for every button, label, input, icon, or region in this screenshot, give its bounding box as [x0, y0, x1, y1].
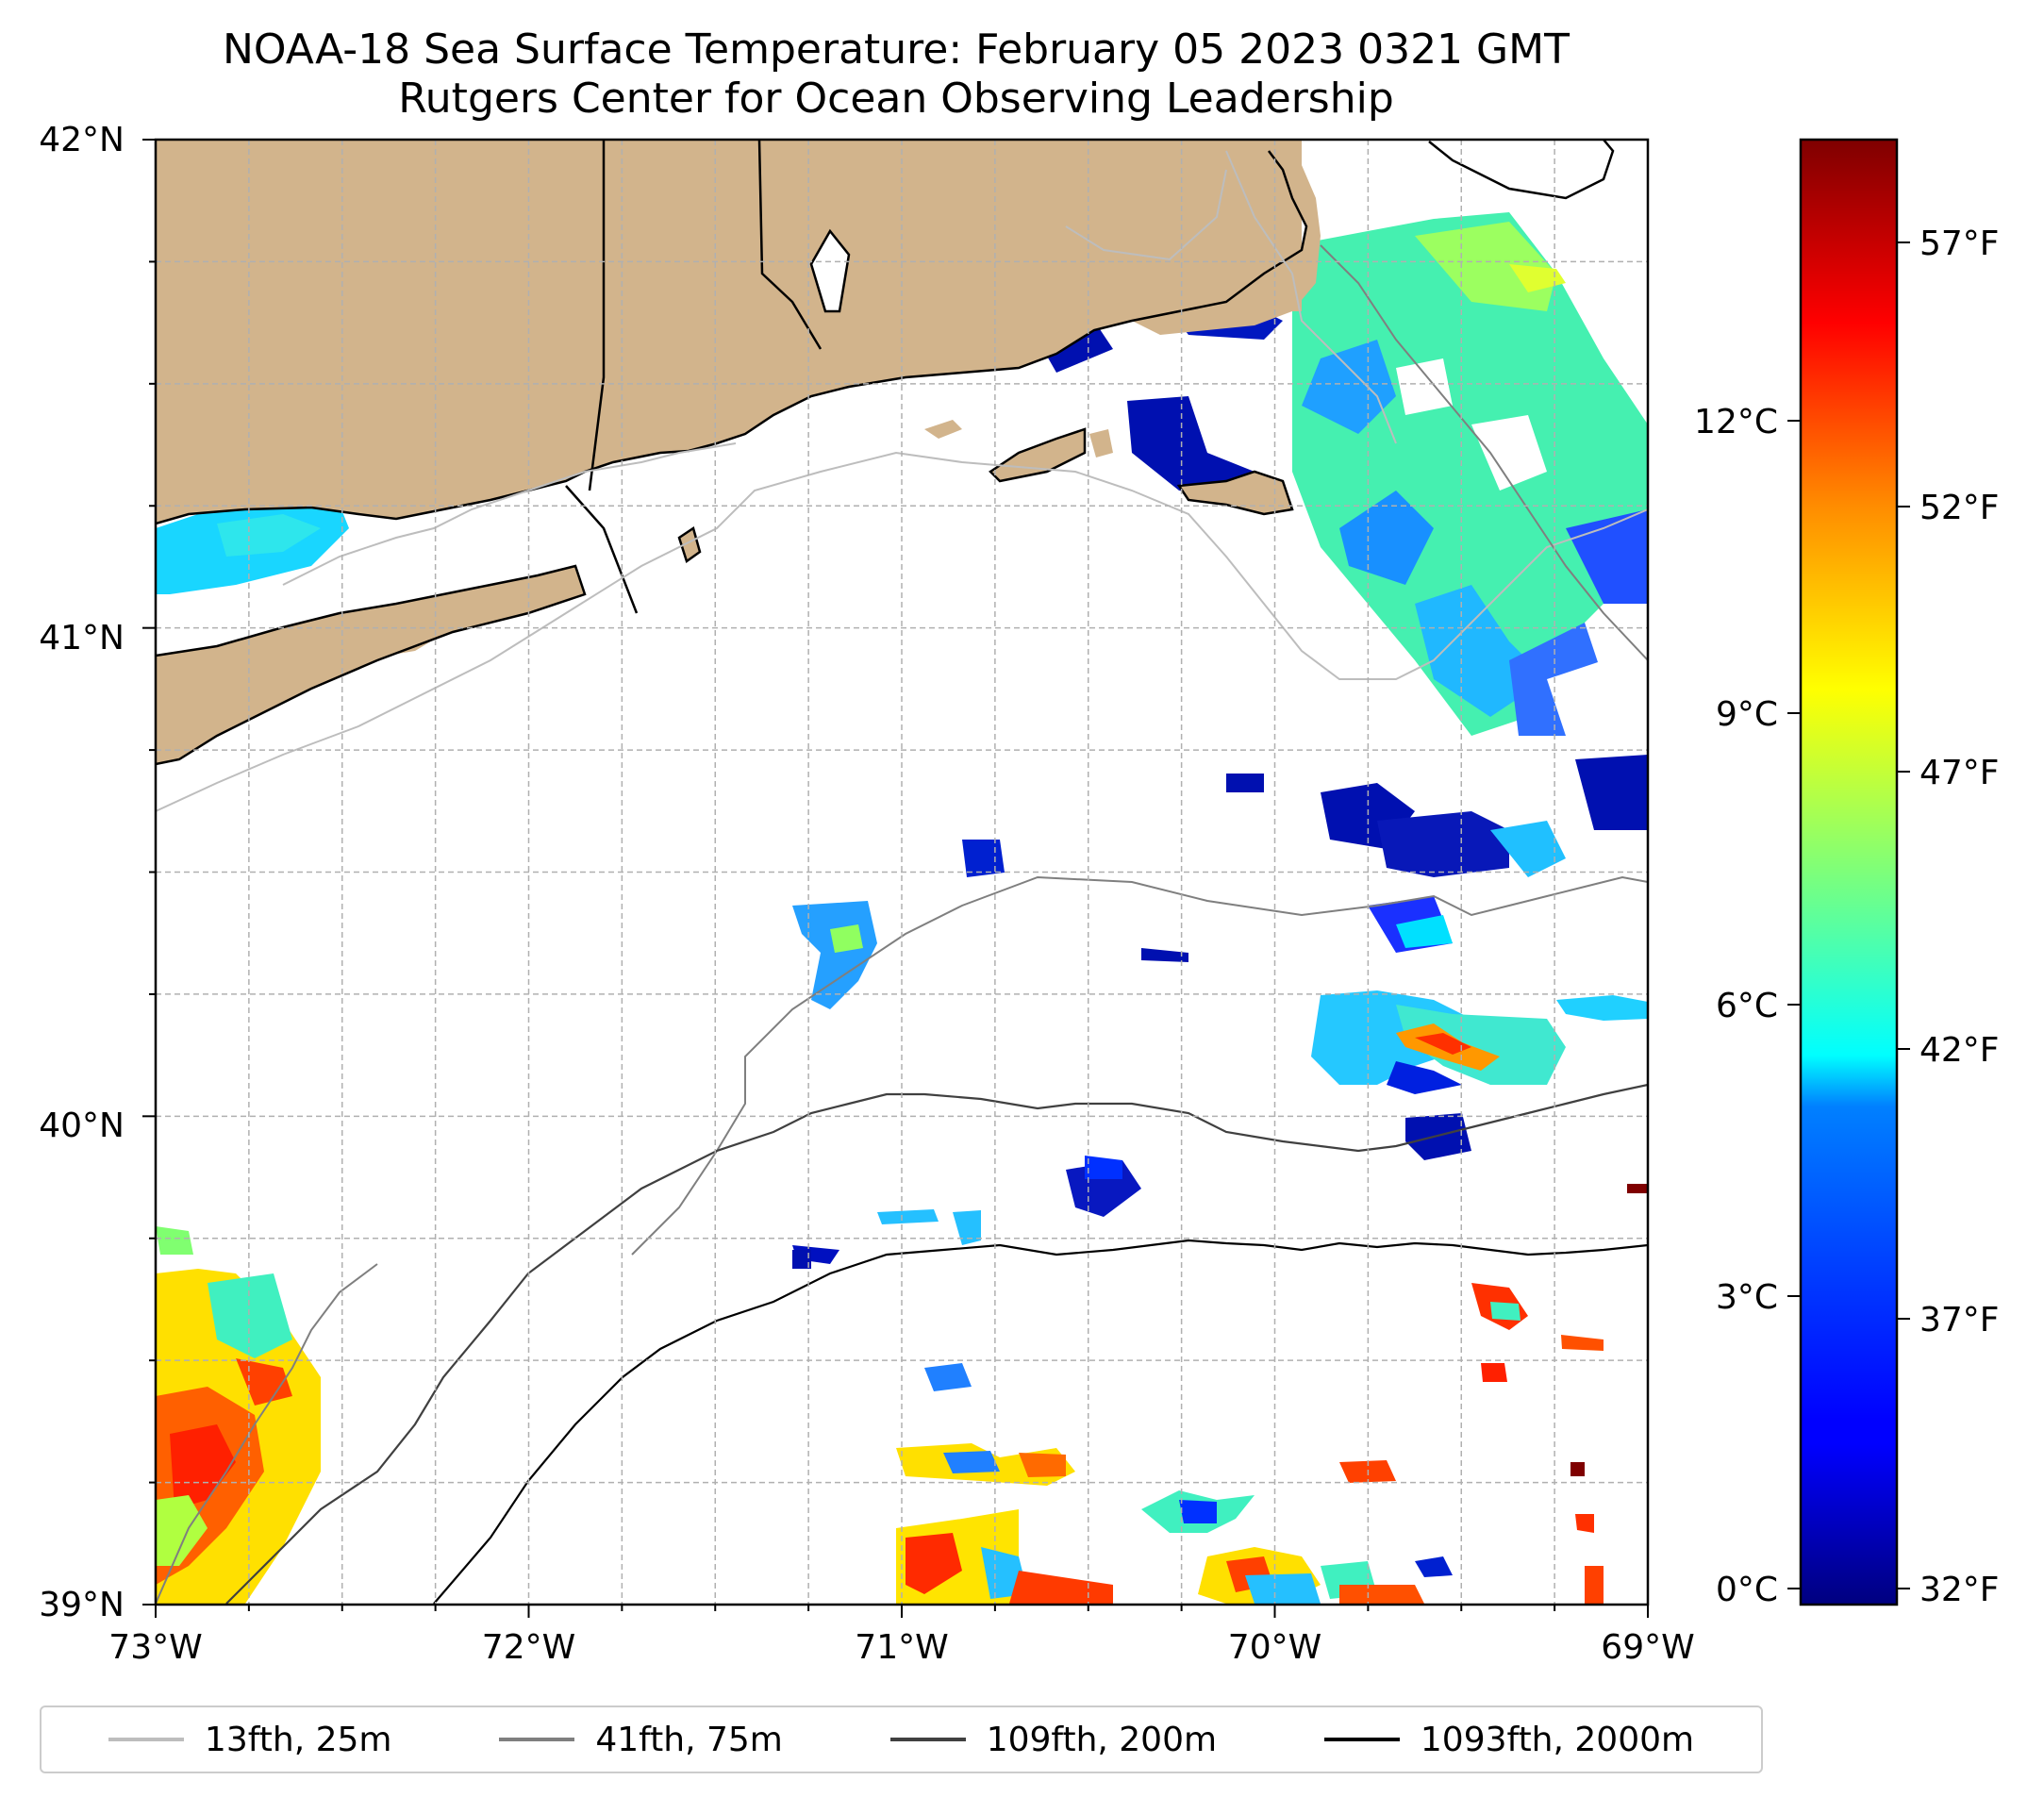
map-title: NOAA-18 Sea Surface Temperature: Februar… — [223, 25, 1570, 74]
bathymetry-contours — [156, 150, 1648, 1605]
colorbar-celsius-label: 0°C — [1716, 1571, 1778, 1609]
y-axis-labels: 42°N 41°N 40°N 39°N — [39, 121, 125, 1624]
colorbar: 12°C 9°C 6°C 3°C 0°C 57°F 52°F 47°F 42°F… — [1694, 138, 2000, 1609]
x-tick-label: 72°W — [482, 1628, 575, 1667]
contour-25m — [156, 451, 1648, 812]
contour-legend: 13fth, 25m 41fth, 75m 109fth, 200m 1093f… — [40, 1705, 1763, 1773]
y-tick-label: 40°N — [39, 1106, 125, 1145]
legend-label: 41fth, 75m — [595, 1720, 783, 1759]
colorbar-gradient — [1799, 138, 1899, 1606]
colorbar-fahrenheit-label: 47°F — [1919, 754, 2000, 792]
contour-2000m — [433, 1239, 1648, 1605]
y-tick-label: 41°N — [39, 619, 125, 657]
colorbar-fahrenheit-label: 57°F — [1919, 225, 2000, 263]
colorbar-fahrenheit-label: 42°F — [1919, 1031, 2000, 1070]
colorbar-fahrenheit-label: 32°F — [1919, 1571, 2000, 1609]
colorbar-fahrenheit-label: 52°F — [1919, 489, 2000, 527]
legend-line-swatch — [1323, 1738, 1400, 1741]
x-tick-label: 71°W — [855, 1628, 948, 1667]
contour-75m — [631, 875, 1648, 1256]
coastline-layer — [156, 140, 1615, 766]
colorbar-celsius-label: 9°C — [1716, 695, 1778, 734]
map-subtitle: Rutgers Center for Ocean Observing Leade… — [398, 75, 1394, 123]
axis-ticks — [142, 139, 1649, 1618]
legend-item-2000m: 1093fth, 2000m — [1323, 1720, 1695, 1759]
legend-item-200m: 109fth, 200m — [889, 1720, 1218, 1759]
y-tick-label: 39°N — [39, 1586, 125, 1624]
legend-label: 13fth, 25m — [204, 1720, 392, 1759]
legend-item-25m: 13fth, 25m — [108, 1720, 392, 1759]
colorbar-celsius-label: 3°C — [1716, 1278, 1778, 1317]
contour-200m — [225, 1083, 1648, 1605]
x-tick-label: 69°W — [1601, 1628, 1694, 1667]
legend-line-swatch — [889, 1738, 966, 1741]
x-tick-label: 70°W — [1228, 1628, 1321, 1667]
x-tick-label: 73°W — [108, 1628, 202, 1667]
legend-line-swatch — [108, 1738, 184, 1741]
gridlines — [156, 140, 1648, 1605]
legend-item-75m: 41fth, 75m — [499, 1721, 783, 1759]
colorbar-celsius-label: 6°C — [1716, 987, 1778, 1025]
legend-label: 109fth, 200m — [986, 1720, 1218, 1759]
x-axis-labels: 73°W 72°W 71°W 70°W 69°W — [108, 1628, 1694, 1667]
sst-map: 73°W 72°W 71°W 70°W 69°W 42°N 41°N 40°N … — [39, 121, 2000, 1667]
y-tick-label: 42°N — [39, 121, 125, 159]
legend-line-swatch — [499, 1738, 575, 1741]
colorbar-celsius-label: 12°C — [1694, 403, 1778, 441]
colorbar-fahrenheit-label: 37°F — [1919, 1301, 2000, 1339]
legend-label: 1093fth, 2000m — [1420, 1720, 1695, 1759]
